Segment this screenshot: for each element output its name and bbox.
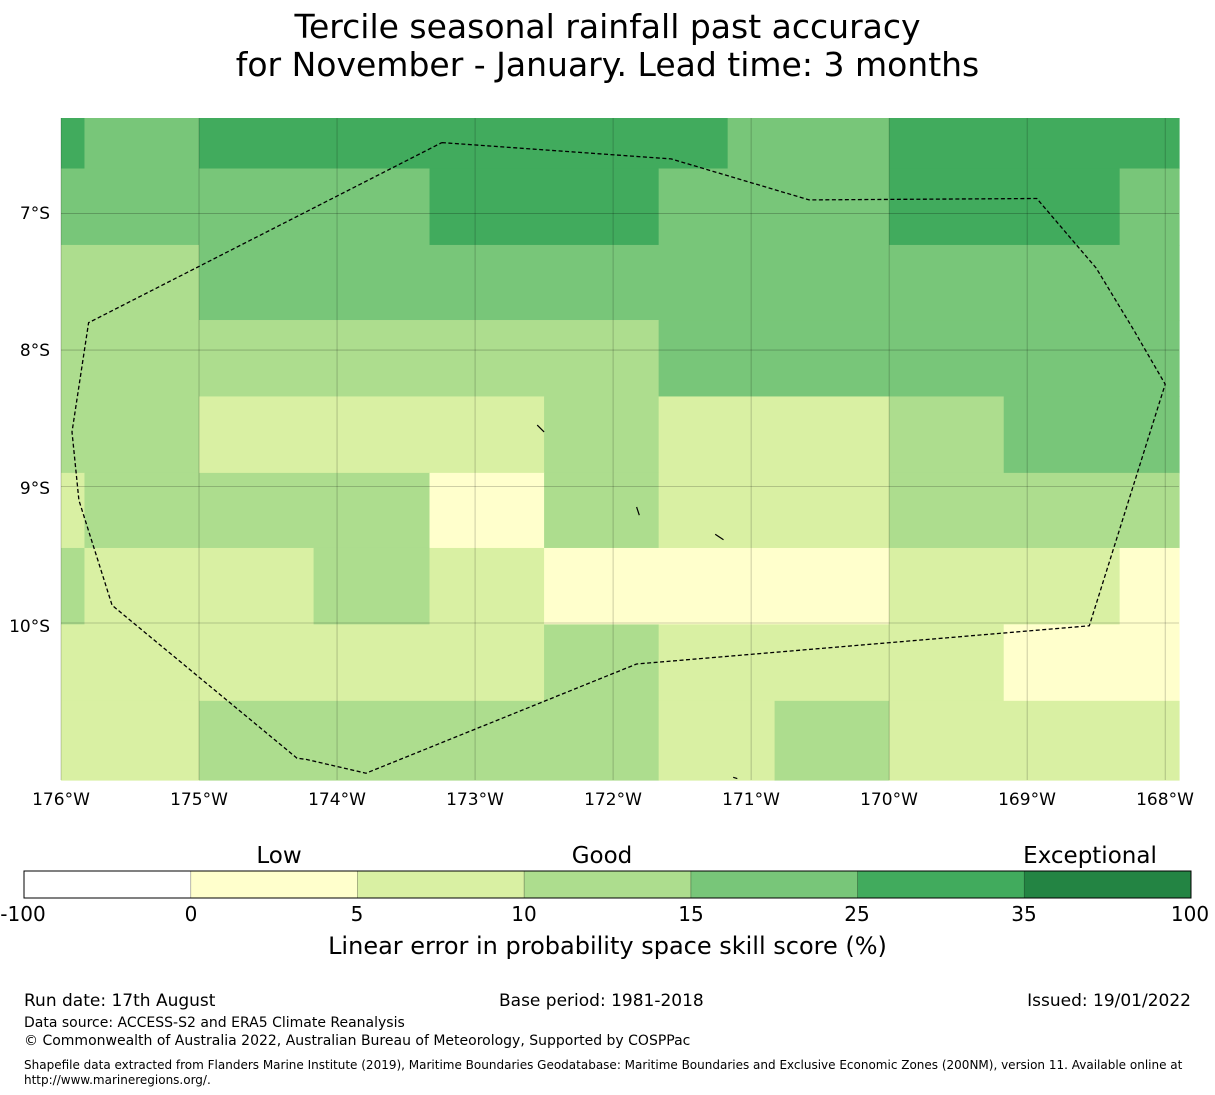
skill-cell	[84, 118, 200, 170]
lon-label: 173°W	[446, 790, 504, 810]
skill-cell	[61, 700, 200, 781]
skill-cell	[61, 168, 200, 246]
skill-cell	[61, 118, 86, 170]
title-line-2: for November - January. Lead time: 3 mon…	[235, 45, 980, 84]
colorbar-tick: 25	[844, 902, 870, 926]
colorbar-swatch	[690, 871, 859, 898]
skill-cell	[429, 472, 545, 549]
skill-cell	[1003, 624, 1180, 702]
run-date: Run date: 17th August	[24, 991, 216, 1011]
skill-cell	[199, 244, 1180, 321]
category-exceptional: Exceptional	[1023, 843, 1157, 869]
skill-cell	[658, 700, 776, 781]
colorbar-tick: -100	[0, 902, 46, 926]
island-outline	[636, 506, 640, 516]
title-line-1: Tercile seasonal rainfall past accuracy	[294, 7, 921, 46]
colorbar-swatch	[190, 871, 358, 898]
skill-cell	[1003, 396, 1180, 474]
skill-cell	[61, 472, 86, 549]
skill-cell	[889, 547, 1121, 625]
skill-cell	[84, 472, 431, 549]
skill-cell	[889, 700, 1180, 781]
skill-cell	[1119, 547, 1180, 625]
skill-cell	[199, 320, 660, 398]
skill-cell	[658, 320, 1180, 398]
skill-cell	[727, 118, 890, 170]
colorbar-tick: 10	[511, 902, 537, 926]
skill-cell	[658, 396, 890, 474]
graticule	[60, 118, 1179, 780]
lon-label: 174°W	[308, 790, 366, 810]
colorbar-tick: 5	[350, 902, 364, 926]
skill-cell	[544, 472, 660, 549]
shapefile-url: http://www.marineregions.org/.	[24, 1073, 211, 1087]
skill-cell	[429, 168, 660, 246]
colorbar-label: Linear error in probability space skill …	[328, 932, 887, 960]
skill-cell	[889, 118, 1180, 170]
lon-label: 171°W	[722, 790, 780, 810]
lat-label: 9°S	[19, 479, 50, 499]
copyright: © Commonwealth of Australia 2022, Austra…	[24, 1033, 691, 1049]
colorbar-tick: 100	[1170, 902, 1210, 926]
base-period: Base period: 1981-2018	[499, 991, 704, 1011]
lat-label: 10°S	[9, 617, 50, 637]
skill-cell	[889, 472, 1180, 549]
data-source: Data source: ACCESS-S2 and ERA5 Climate …	[24, 1015, 405, 1031]
lat-label: 8°S	[19, 341, 50, 361]
skill-cells	[61, 118, 1180, 781]
colorbar-swatch	[24, 871, 192, 898]
lon-label: 169°W	[998, 790, 1056, 810]
skill-cell	[889, 396, 1005, 474]
lon-label: 175°W	[170, 790, 228, 810]
skill-cell	[61, 624, 545, 702]
lon-label: 168°W	[1136, 790, 1194, 810]
skill-cell	[313, 547, 431, 625]
colorbar-tick: 35	[1011, 902, 1037, 926]
skill-cell	[658, 168, 890, 246]
skill-cell	[84, 547, 315, 625]
skill-cell	[658, 472, 890, 549]
skill-cell	[61, 547, 86, 625]
lon-label: 170°W	[860, 790, 918, 810]
colorbar-tick: 0	[184, 902, 198, 926]
colorbar	[23, 870, 1192, 899]
skill-cell	[199, 700, 660, 781]
category-good: Good	[571, 843, 633, 869]
skill-cell	[889, 168, 1121, 246]
island-outline	[733, 776, 738, 780]
category-low: Low	[256, 843, 302, 869]
shapefile-credit: Shapefile data extracted from Flanders M…	[24, 1058, 1183, 1072]
eez-boundary-line	[71, 141, 1166, 774]
colorbar-swatch	[857, 871, 1025, 898]
skill-cell	[544, 624, 660, 702]
skill-cell	[544, 547, 890, 625]
skill-cell	[61, 320, 200, 398]
colorbar-outline	[23, 870, 1192, 899]
island-outline	[536, 424, 545, 433]
issued-date: Issued: 19/01/2022	[1027, 991, 1191, 1011]
skill-cell	[61, 396, 200, 474]
lon-label: 172°W	[584, 790, 642, 810]
skill-cell	[774, 700, 890, 781]
skill-cell	[61, 244, 200, 321]
colorbar-swatch	[1024, 871, 1192, 898]
eez-boundary	[71, 141, 1166, 780]
island-outline	[714, 533, 724, 541]
skill-cell	[1119, 168, 1180, 246]
lon-label: 176°W	[32, 790, 90, 810]
colorbar-tick: 15	[678, 902, 704, 926]
lat-label: 7°S	[19, 204, 50, 224]
skill-cell	[658, 624, 1005, 702]
skill-cell	[544, 396, 660, 474]
colorbar-swatch	[524, 871, 692, 898]
skill-cell	[199, 396, 545, 474]
skill-cell	[429, 547, 545, 625]
colorbar-swatch	[357, 871, 525, 898]
